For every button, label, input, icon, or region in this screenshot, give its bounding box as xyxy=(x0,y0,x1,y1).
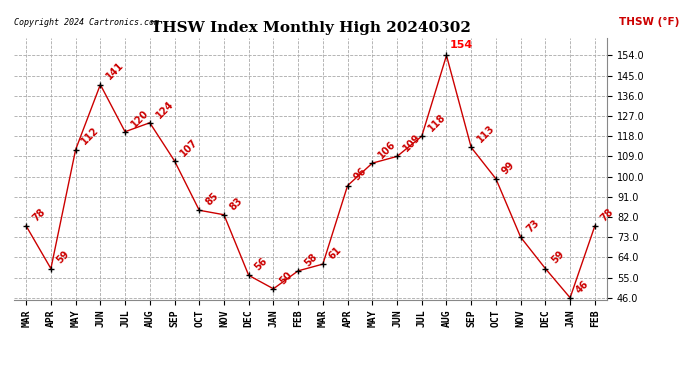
Title: THSW Index Monthly High 20240302: THSW Index Monthly High 20240302 xyxy=(150,21,471,35)
Text: 96: 96 xyxy=(352,166,368,183)
Text: 46: 46 xyxy=(574,278,591,295)
Text: 99: 99 xyxy=(500,159,517,176)
Text: 83: 83 xyxy=(228,195,245,212)
Text: 124: 124 xyxy=(154,99,175,120)
Text: 113: 113 xyxy=(475,123,497,145)
Text: 50: 50 xyxy=(277,269,294,286)
Text: 154: 154 xyxy=(449,40,473,50)
Text: 106: 106 xyxy=(377,139,398,160)
Text: 59: 59 xyxy=(549,249,566,266)
Text: 56: 56 xyxy=(253,256,270,273)
Text: 61: 61 xyxy=(327,245,344,261)
Text: 109: 109 xyxy=(401,132,422,154)
Text: 112: 112 xyxy=(80,126,101,147)
Text: 59: 59 xyxy=(55,249,72,266)
Text: 118: 118 xyxy=(426,112,447,134)
Text: 73: 73 xyxy=(525,218,542,234)
Text: 85: 85 xyxy=(204,191,220,207)
Text: 78: 78 xyxy=(30,207,47,223)
Text: Copyright 2024 Cartronics.com: Copyright 2024 Cartronics.com xyxy=(14,18,159,27)
Text: 107: 107 xyxy=(179,137,200,158)
Text: 141: 141 xyxy=(104,60,126,82)
Text: 120: 120 xyxy=(129,108,150,129)
Text: THSW (°F): THSW (°F) xyxy=(619,17,680,27)
Text: 78: 78 xyxy=(599,207,615,223)
Text: 58: 58 xyxy=(302,251,319,268)
